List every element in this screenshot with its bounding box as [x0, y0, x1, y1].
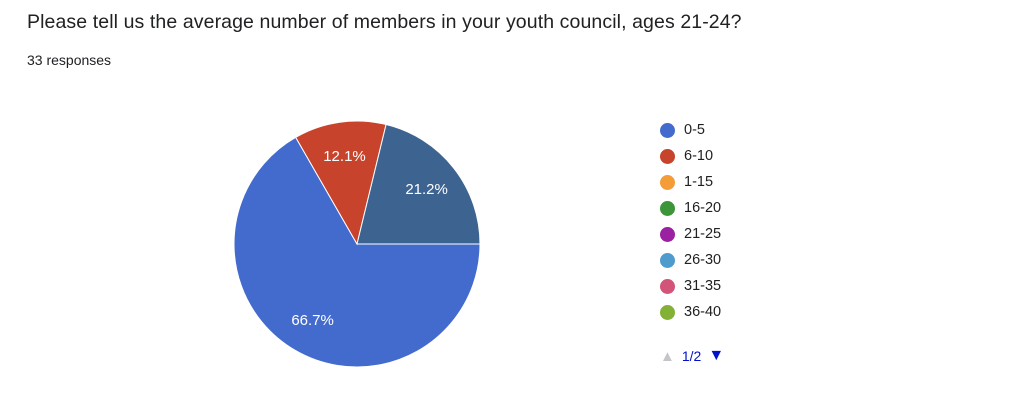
legend-item: 6-10 — [660, 143, 721, 169]
legend-color-dot — [660, 304, 675, 320]
legend-color-dot — [660, 122, 675, 138]
pie-slice-label: 21.2% — [405, 181, 448, 198]
legend-item: 0-5 — [660, 117, 721, 143]
pie-slice-6-10[interactable] — [295, 120, 387, 246]
legend-color-dot — [660, 174, 675, 190]
legend-item-label: 16-20 — [684, 200, 722, 216]
legend-item: 21-25 — [660, 221, 721, 247]
legend-item: 1-15 — [660, 169, 721, 195]
pie-slice-label: 66.7% — [291, 312, 334, 329]
pie-chart[interactable]: 66.7% 12.1% 21.2% — [227, 114, 487, 374]
legend-item: 36-40 — [660, 299, 721, 325]
legend-pagination: ▲ 1/2 ▼ — [660, 347, 725, 365]
legend-color-dot — [660, 226, 675, 242]
legend-color-dot — [660, 200, 675, 216]
legend-color-dot — [660, 252, 675, 268]
legend: 0-5 6-10 1-15 16-20 21-25 26-30 31-35 36-40 — [660, 117, 721, 325]
pie-slice-0-5[interactable] — [233, 136, 481, 368]
legend-item-label: 0-5 — [684, 122, 705, 138]
pie-slice-label: 12.1% — [323, 148, 366, 165]
legend-items: 0-5 6-10 1-15 16-20 21-25 26-30 31-35 36-40 — [660, 117, 721, 325]
legend-item-label: 26-30 — [684, 252, 722, 268]
legend-item-label: 21-25 — [684, 226, 722, 242]
legend-item-label: 36-40 — [684, 304, 722, 320]
legend-item-label: 31-35 — [684, 278, 722, 294]
legend-color-dot — [660, 148, 675, 164]
legend-item: 31-35 — [660, 273, 721, 299]
legend-page-up-icon[interactable]: ▲ — [660, 347, 675, 365]
legend-item-label: 6-10 — [684, 148, 714, 164]
legend-page-indicator: 1/2 — [681, 348, 702, 364]
legend-item: 26-30 — [660, 247, 721, 273]
pie-slice-unlabeled-2[interactable] — [356, 123, 481, 245]
legend-item: 16-20 — [660, 195, 721, 221]
legend-color-dot — [660, 278, 675, 294]
legend-item-label: 1-15 — [684, 174, 714, 190]
response-count: 33 responses — [27, 52, 112, 68]
legend-page-down-icon[interactable]: ▼ — [708, 347, 725, 364]
question-title: Please tell us the average number of mem… — [27, 11, 742, 33]
